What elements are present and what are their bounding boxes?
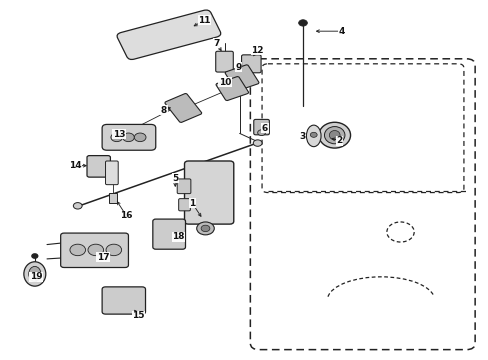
Text: 2: 2 (336, 136, 342, 145)
FancyBboxPatch shape (87, 156, 110, 177)
Circle shape (196, 222, 214, 235)
FancyBboxPatch shape (215, 51, 233, 72)
Circle shape (201, 225, 209, 231)
Text: 5: 5 (172, 174, 178, 183)
Circle shape (122, 133, 134, 141)
Ellipse shape (29, 266, 41, 282)
Circle shape (32, 254, 38, 258)
Ellipse shape (24, 262, 46, 286)
FancyBboxPatch shape (178, 199, 190, 211)
FancyBboxPatch shape (102, 287, 145, 314)
Text: 13: 13 (113, 130, 125, 139)
Text: 15: 15 (132, 311, 144, 320)
Text: 4: 4 (338, 27, 345, 36)
FancyBboxPatch shape (253, 120, 269, 135)
Text: 16: 16 (120, 211, 132, 220)
Text: 12: 12 (251, 46, 264, 55)
FancyBboxPatch shape (224, 65, 259, 91)
Circle shape (88, 244, 103, 256)
Circle shape (257, 130, 265, 135)
FancyBboxPatch shape (241, 55, 261, 73)
Text: 10: 10 (218, 78, 231, 87)
Ellipse shape (329, 131, 339, 140)
Text: 11: 11 (198, 16, 210, 25)
FancyBboxPatch shape (102, 125, 156, 150)
Circle shape (134, 133, 146, 141)
Ellipse shape (324, 127, 344, 144)
Text: 3: 3 (298, 132, 305, 141)
Circle shape (253, 140, 262, 146)
Ellipse shape (306, 125, 321, 147)
FancyBboxPatch shape (117, 10, 220, 59)
Text: 6: 6 (261, 123, 267, 132)
Text: 7: 7 (213, 39, 220, 48)
Circle shape (298, 20, 307, 26)
FancyBboxPatch shape (177, 179, 190, 194)
Circle shape (73, 203, 82, 209)
FancyBboxPatch shape (164, 94, 201, 122)
FancyBboxPatch shape (61, 233, 128, 267)
Text: 19: 19 (30, 272, 42, 281)
Circle shape (70, 244, 85, 256)
Circle shape (106, 244, 122, 256)
Ellipse shape (318, 122, 350, 148)
Text: 17: 17 (97, 253, 109, 262)
FancyBboxPatch shape (105, 161, 118, 185)
Text: 14: 14 (69, 161, 81, 170)
Text: 18: 18 (172, 232, 184, 241)
FancyBboxPatch shape (216, 77, 248, 100)
Text: 9: 9 (235, 63, 242, 72)
Circle shape (111, 133, 122, 141)
Text: 1: 1 (189, 199, 195, 208)
FancyBboxPatch shape (153, 219, 185, 249)
Text: 8: 8 (161, 105, 167, 114)
FancyBboxPatch shape (184, 161, 233, 224)
Bar (109, 193, 117, 203)
Circle shape (310, 132, 317, 137)
